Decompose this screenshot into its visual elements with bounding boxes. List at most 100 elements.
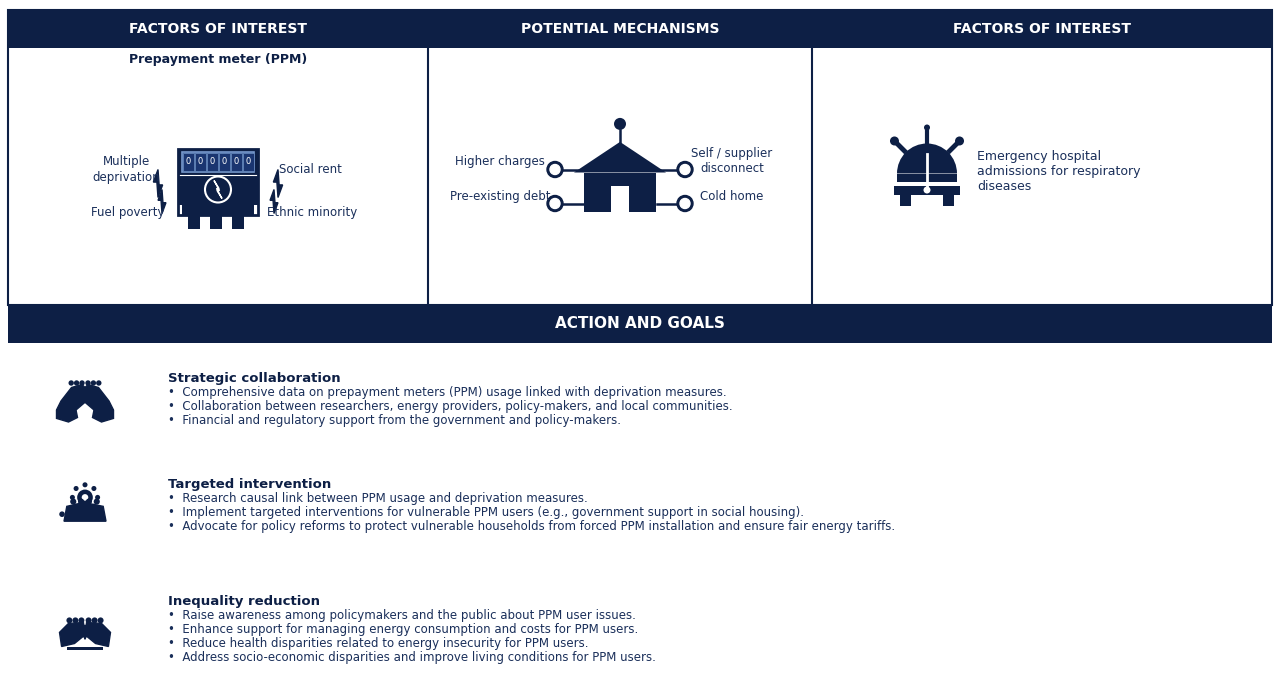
Circle shape (78, 498, 84, 505)
Bar (178, 148, 259, 175)
Circle shape (86, 617, 92, 624)
Circle shape (924, 124, 931, 131)
Polygon shape (56, 384, 88, 410)
Polygon shape (154, 169, 163, 197)
Circle shape (67, 617, 73, 624)
Text: Prepayment meter (PPM): Prepayment meter (PPM) (129, 54, 307, 67)
Circle shape (96, 380, 101, 386)
Circle shape (680, 165, 690, 175)
Circle shape (614, 118, 626, 130)
Circle shape (550, 165, 561, 175)
Text: Targeted intervention: Targeted intervention (168, 478, 332, 491)
Wedge shape (897, 143, 957, 173)
Bar (8, 10, 428, 48)
Circle shape (82, 494, 88, 500)
Text: Pre-existing debt: Pre-existing debt (449, 190, 550, 203)
Circle shape (86, 498, 92, 505)
Bar (243, 152, 253, 171)
Circle shape (86, 380, 91, 386)
Bar (812, 10, 1272, 48)
Bar (897, 173, 957, 182)
Text: 0: 0 (210, 157, 215, 166)
Bar (584, 173, 657, 212)
Polygon shape (82, 384, 114, 410)
Text: •  Reduce health disparities related to energy insecurity for PPM users.: • Reduce health disparities related to e… (168, 637, 589, 650)
Circle shape (95, 495, 100, 500)
Circle shape (97, 617, 104, 624)
Bar (611, 186, 628, 212)
Bar (178, 148, 259, 214)
Circle shape (82, 507, 87, 513)
Polygon shape (214, 180, 221, 199)
Bar (207, 152, 218, 171)
Bar (67, 647, 102, 650)
Bar (428, 10, 812, 48)
Circle shape (92, 617, 97, 624)
Circle shape (547, 162, 563, 177)
Polygon shape (157, 190, 166, 214)
Circle shape (677, 196, 692, 211)
Bar (219, 152, 230, 171)
Text: ACTION AND GOALS: ACTION AND GOALS (556, 316, 724, 332)
Circle shape (70, 495, 76, 500)
Bar (188, 214, 200, 228)
Text: 0: 0 (246, 157, 251, 166)
Text: Fuel poverty: Fuel poverty (91, 206, 165, 219)
Text: 0: 0 (198, 157, 204, 166)
Circle shape (73, 486, 78, 491)
Text: •  Raise awareness among policymakers and the public about PPM user issues.: • Raise awareness among policymakers and… (168, 609, 636, 622)
Text: Social rent: Social rent (279, 163, 342, 176)
Bar (8, 305, 1272, 343)
Circle shape (550, 199, 561, 209)
Circle shape (73, 504, 78, 509)
Text: Cold home: Cold home (700, 190, 764, 203)
Bar (943, 194, 954, 205)
Text: •  Address socio-economic disparities and improve living conditions for PPM user: • Address socio-economic disparities and… (168, 651, 655, 664)
Circle shape (205, 177, 230, 203)
Circle shape (79, 380, 84, 386)
Text: Multiple
deprivation: Multiple deprivation (92, 156, 160, 184)
Text: •  Comprehensive data on prepayment meters (PPM) usage linked with deprivation m: • Comprehensive data on prepayment meter… (168, 386, 727, 399)
Circle shape (890, 137, 899, 146)
Text: •  Implement targeted interventions for vulnerable PPM users (e.g., government s: • Implement targeted interventions for v… (168, 506, 804, 519)
Circle shape (547, 196, 563, 211)
Circle shape (93, 498, 100, 505)
Bar (183, 152, 195, 171)
Bar (178, 175, 259, 205)
Text: Self / supplier
disconnect: Self / supplier disconnect (691, 148, 773, 175)
Polygon shape (77, 624, 93, 639)
Circle shape (82, 482, 87, 488)
Text: Emergency hospital
admissions for respiratory
diseases: Emergency hospital admissions for respir… (977, 150, 1140, 193)
Text: •  Enhance support for managing energy consumption and costs for PPM users.: • Enhance support for managing energy co… (168, 623, 639, 636)
Text: •  Research causal link between PPM usage and deprivation measures.: • Research causal link between PPM usage… (168, 492, 588, 505)
Circle shape (677, 162, 692, 177)
Circle shape (91, 380, 96, 386)
Polygon shape (270, 190, 278, 214)
Text: •  Financial and regulatory support from the government and policy-makers.: • Financial and regulatory support from … (168, 414, 621, 427)
Text: 0: 0 (221, 157, 227, 166)
Text: 0: 0 (186, 157, 191, 166)
Bar (232, 214, 244, 228)
Bar (230, 152, 242, 171)
Circle shape (923, 186, 931, 194)
Polygon shape (56, 410, 78, 422)
Circle shape (955, 137, 964, 146)
Polygon shape (59, 622, 84, 647)
Text: Inequality reduction: Inequality reduction (168, 595, 320, 608)
Circle shape (78, 617, 84, 624)
Bar (182, 152, 253, 171)
Text: Strategic collaboration: Strategic collaboration (168, 372, 340, 385)
Polygon shape (64, 503, 106, 521)
Text: FACTORS OF INTEREST: FACTORS OF INTEREST (129, 22, 307, 36)
Circle shape (69, 380, 74, 386)
Circle shape (73, 617, 78, 624)
Bar (195, 152, 206, 171)
Circle shape (77, 490, 93, 505)
Text: •  Advocate for policy reforms to protect vulnerable households from forced PPM : • Advocate for policy reforms to protect… (168, 520, 895, 533)
Text: Higher charges: Higher charges (456, 155, 545, 168)
Polygon shape (274, 169, 283, 197)
Polygon shape (92, 410, 114, 422)
Bar (8, 10, 1272, 305)
Circle shape (91, 486, 96, 491)
Polygon shape (86, 622, 110, 647)
